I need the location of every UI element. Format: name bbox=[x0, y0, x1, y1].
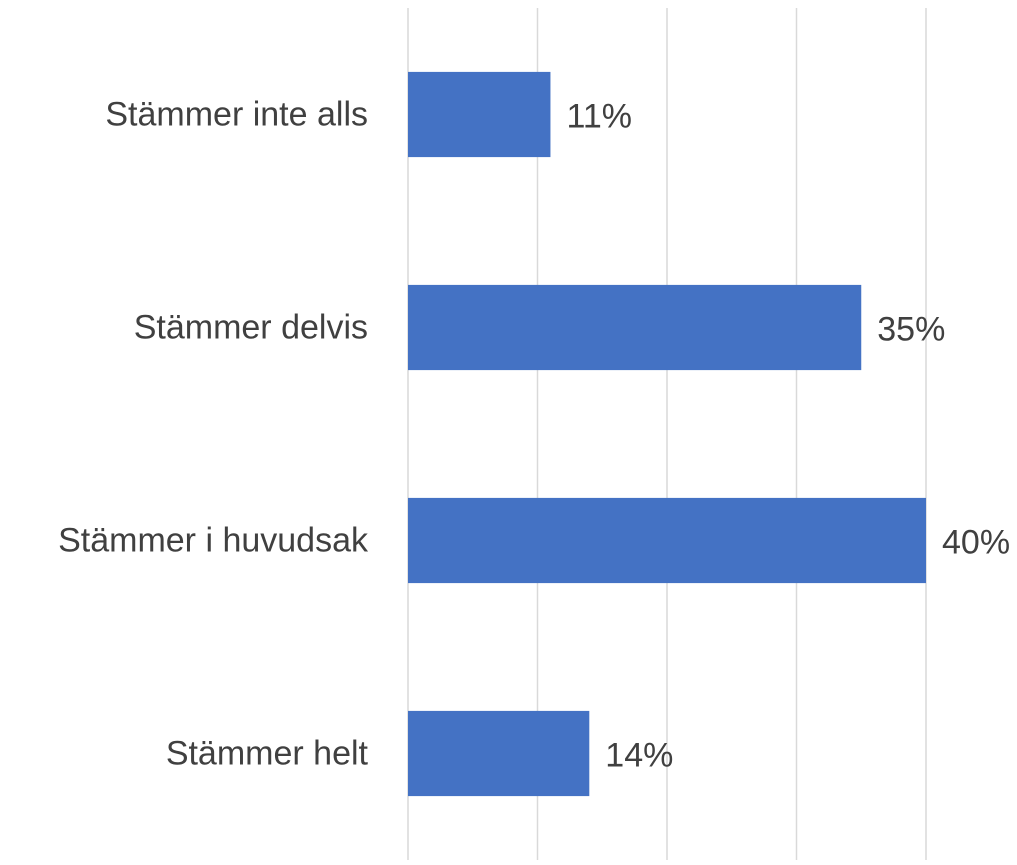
value-label: 14% bbox=[605, 736, 673, 774]
bar bbox=[408, 497, 926, 584]
value-label: 40% bbox=[942, 523, 1010, 561]
value-label: 35% bbox=[877, 310, 945, 348]
bar bbox=[408, 284, 862, 371]
bar bbox=[408, 710, 590, 797]
bar bbox=[408, 71, 551, 158]
value-label: 11% bbox=[566, 97, 632, 135]
y-tick-label: Stämmer helt bbox=[166, 734, 369, 772]
y-tick-label: Stämmer inte alls bbox=[105, 95, 368, 133]
y-tick-label: Stämmer delvis bbox=[134, 308, 368, 346]
y-tick-label: Stämmer i huvudsak bbox=[58, 521, 369, 559]
